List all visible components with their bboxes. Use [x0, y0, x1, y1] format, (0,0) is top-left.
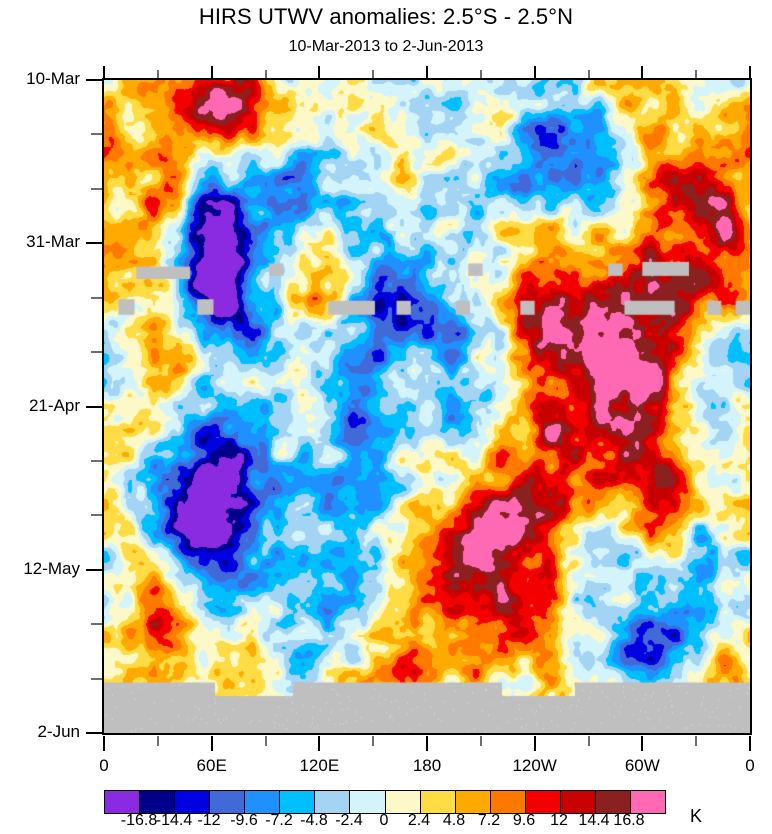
colorbar-swatch: [175, 791, 211, 813]
colorbar-swatch: [350, 791, 386, 813]
y-axis-tick-minor: [91, 187, 102, 190]
colorbar-swatch: [245, 791, 281, 813]
x-axis-tick-top-minor: [479, 70, 482, 78]
y-axis-tick-major: [86, 242, 102, 245]
x-axis-tick-minor: [695, 736, 698, 746]
x-axis-tick-top-major: [749, 66, 751, 78]
y-axis-tick-minor: [91, 459, 102, 462]
x-axis-tick-major: [426, 736, 428, 751]
colorbar-swatch: [595, 791, 631, 813]
x-axis-tick-minor: [372, 736, 375, 746]
x-axis-tick-top-minor: [695, 70, 698, 78]
colorbar-swatch: [280, 791, 316, 813]
colorbar-swatch: [420, 791, 456, 813]
x-axis-tick-major: [318, 736, 321, 751]
y-axis-tick-minor: [91, 677, 102, 680]
chart-subtitle: 10-Mar-2013 to 2-Jun-2013: [288, 38, 484, 55]
page-title: HIRS UTWV anomalies: 2.5°S - 2.5°N: [198, 4, 574, 29]
y-axis-tick-major: [86, 568, 102, 571]
colorbar-swatch: [315, 791, 351, 813]
colorbar-tick-label: 16.8: [613, 812, 645, 829]
colorbar-tick-label: 14.4: [578, 812, 610, 829]
colorbar-swatch: [490, 791, 526, 813]
y-axis-tick-label: 2-Jun: [37, 722, 80, 741]
colorbar-unit-label: K: [690, 806, 703, 826]
x-axis-tick-top-major: [103, 66, 105, 78]
x-axis-tick-major: [103, 736, 105, 751]
x-axis-tick-top-minor: [264, 70, 267, 78]
y-axis-tick-minor: [91, 133, 102, 136]
colorbar-swatch: [140, 791, 176, 813]
colorbar-tick-label: 12: [550, 812, 568, 829]
colorbar-swatch: [525, 791, 561, 813]
x-axis-tick-top-major: [210, 66, 213, 78]
colorbar-tick-label: -9.6: [230, 812, 258, 829]
x-axis-tick-top-minor: [372, 70, 375, 78]
colorbar: [104, 790, 666, 814]
colorbar-tick-label: 0: [379, 812, 389, 829]
x-axis-tick-major: [533, 736, 536, 751]
x-axis-tick-top-major: [641, 66, 644, 78]
y-axis-tick-major: [86, 732, 102, 734]
colorbar-swatch: [210, 791, 246, 813]
x-axis-tick-top-minor: [156, 70, 159, 78]
colorbar-swatch: [105, 791, 141, 813]
colorbar-tick-label: -2.4: [335, 812, 363, 829]
x-axis-tick-label: 60E: [196, 756, 227, 775]
colorbar-tick-label: -12: [197, 812, 221, 829]
y-axis-tick-label: 21-Apr: [28, 395, 80, 415]
y-axis-tick-minor: [91, 296, 102, 299]
x-axis-tick-top-major: [426, 66, 428, 78]
colorbar-swatch: [455, 791, 491, 813]
y-axis-tick-minor: [91, 514, 102, 517]
x-axis-tick-major: [641, 736, 644, 751]
y-axis-tick-label: 10-Mar: [26, 69, 80, 88]
colorbar-tick-label: -7.2: [265, 812, 293, 829]
x-axis-tick-minor: [156, 736, 159, 746]
x-axis-tick-major: [210, 736, 213, 751]
colorbar-tick-label: 2.4: [407, 812, 431, 829]
y-axis-tick-major: [86, 79, 102, 81]
x-axis-tick-minor: [264, 736, 267, 746]
colorbar-tick-label: 9.6: [512, 812, 536, 829]
x-axis-tick-top-major: [533, 66, 536, 78]
colorbar-tick-label: -14.4: [155, 812, 193, 829]
y-axis-tick-major: [86, 405, 102, 408]
colorbar-tick-label: -16.8: [120, 812, 158, 829]
x-axis-tick-minor: [479, 736, 482, 746]
x-axis-tick-label: 120W: [512, 756, 557, 775]
y-axis-tick-minor: [91, 351, 102, 354]
colorbar-tick-label: 4.8: [442, 812, 466, 829]
x-axis-tick-top-major: [318, 66, 321, 78]
plot-area: [102, 78, 752, 735]
x-axis-tick-label: 0: [745, 756, 755, 775]
x-axis-tick-label: 0: [99, 756, 109, 775]
x-axis-tick-label: 120E: [299, 756, 340, 775]
x-axis-tick-label: 180: [412, 756, 442, 775]
x-axis-tick-top-minor: [587, 70, 590, 78]
x-axis-tick-label: 60W: [624, 756, 660, 775]
y-axis-tick-label: 12-May: [23, 558, 80, 578]
hovmoller-heatmap-canvas: [104, 80, 750, 733]
colorbar-tick-label: 7.2: [477, 812, 501, 829]
y-axis-tick-minor: [91, 623, 102, 626]
colorbar-tick-label: -4.8: [300, 812, 328, 829]
y-axis-tick-label: 31-Mar: [26, 232, 80, 252]
colorbar-tick-labels: -16.8 -14.4 -12 -9.6 -7.2 -4.8 -2.4 0 2.4 4.8 7.2 9…: [0, 812, 772, 834]
x-axis-tick-minor: [587, 736, 590, 746]
colorbar-swatch: [385, 791, 421, 813]
colorbar-swatch: [630, 791, 665, 813]
colorbar-swatch: [560, 791, 596, 813]
x-axis-tick-major: [749, 736, 751, 751]
